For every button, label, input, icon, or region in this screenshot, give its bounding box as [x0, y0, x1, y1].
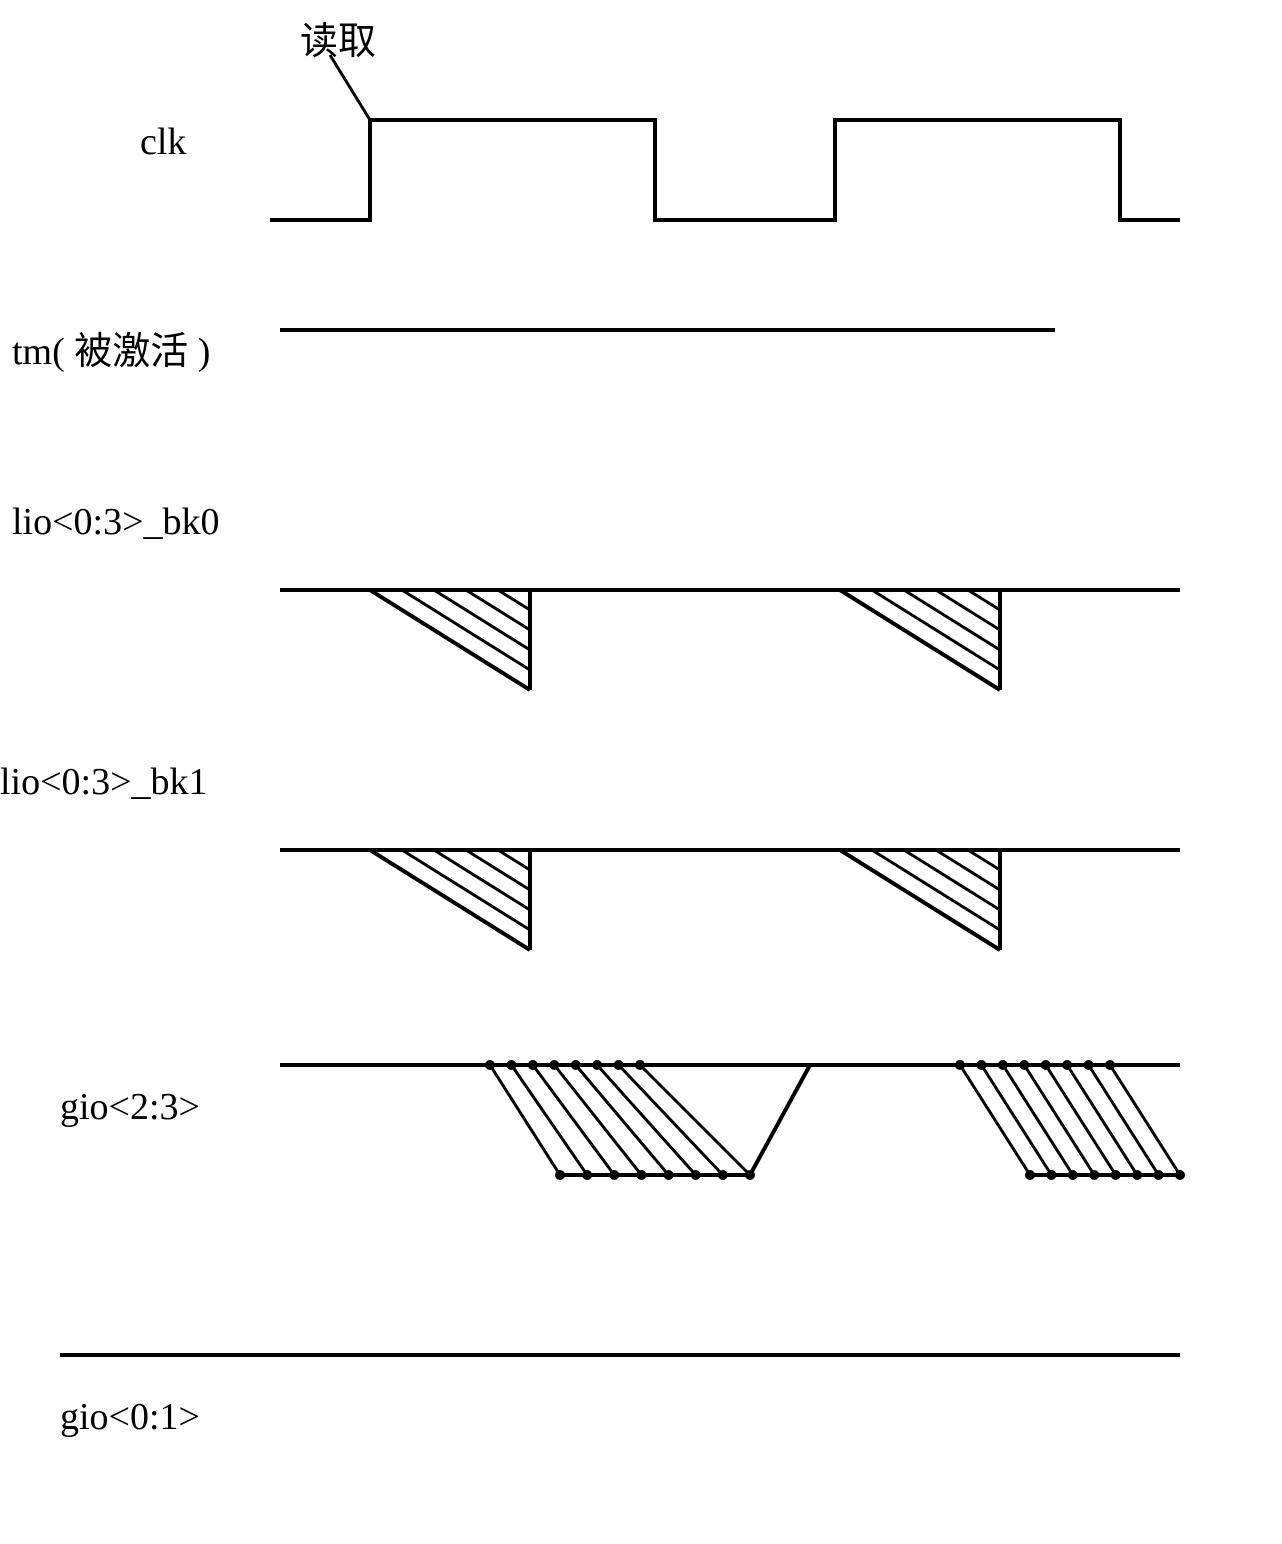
waveform-canvas: [0, 0, 1282, 1544]
timing-diagram: 读取 clk tm( 被激活 ) lio<0:3>_bk0 lio<0:3>_b…: [0, 0, 1282, 1544]
